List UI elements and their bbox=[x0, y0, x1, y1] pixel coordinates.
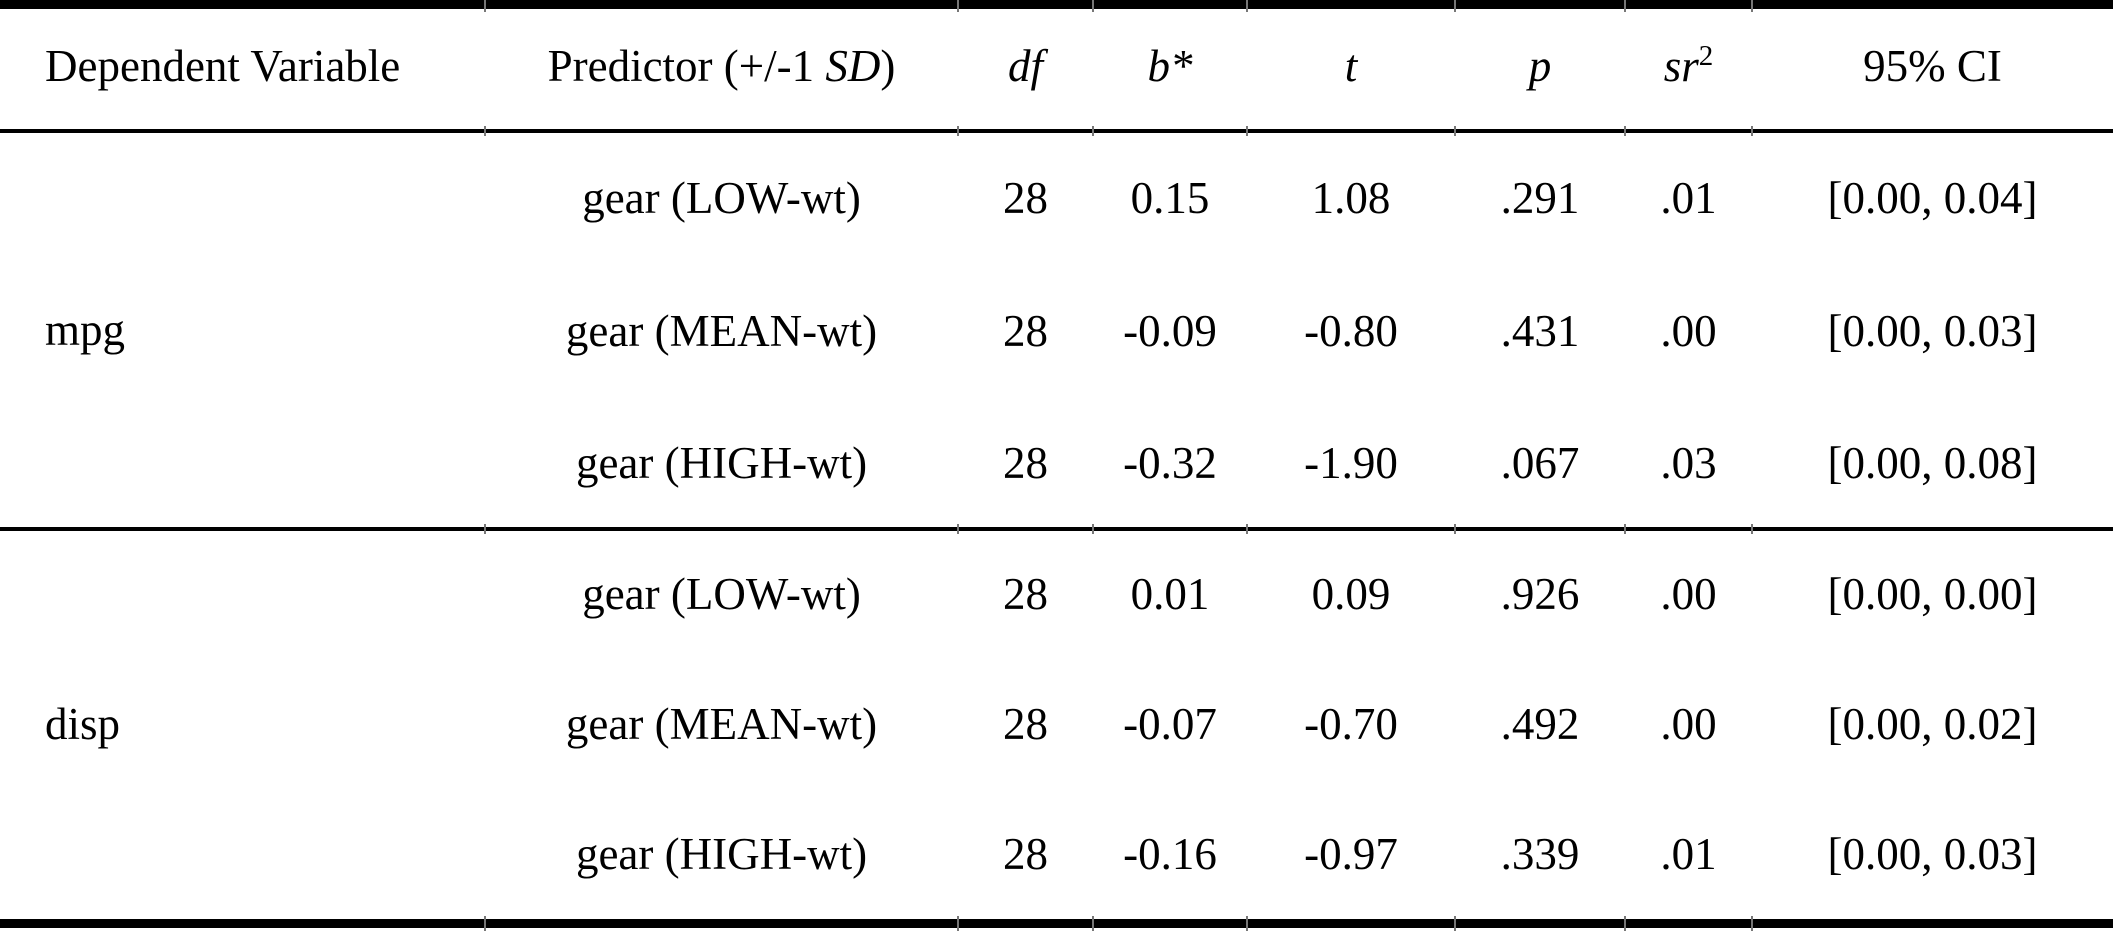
cell-b-star: -0.09 bbox=[1123, 305, 1217, 356]
column-boundary-tick bbox=[957, 126, 959, 136]
table-top-rule bbox=[0, 0, 2113, 9]
table-row: gear (HIGH-wt) 28 -0.32 -1.90 .067 .03 [… bbox=[0, 397, 2113, 529]
column-boundary-tick bbox=[484, 0, 486, 12]
column-boundary-tick bbox=[1092, 126, 1094, 136]
column-boundary-tick bbox=[1092, 524, 1094, 534]
cell-ci: [0.00, 0.03] bbox=[1827, 305, 2038, 356]
column-boundary-tick bbox=[1624, 916, 1626, 931]
cell-b-star: -0.07 bbox=[1123, 699, 1217, 749]
cell-b-star: -0.16 bbox=[1123, 829, 1217, 879]
table-row: gear (HIGH-wt) 28 -0.16 -0.97 .339 .01 [… bbox=[0, 789, 2113, 919]
column-boundary-tick bbox=[957, 524, 959, 534]
table-row: gear (MEAN-wt) 28 -0.07 -0.70 .492 .00 [… bbox=[0, 659, 2113, 789]
column-boundary-tick bbox=[1624, 126, 1626, 136]
column-boundary-tick bbox=[484, 524, 486, 534]
cell-df: 28 bbox=[1003, 438, 1048, 488]
cell-predictor: gear (HIGH-wt) bbox=[575, 438, 868, 488]
cell-df: 28 bbox=[1003, 172, 1048, 223]
column-boundary-tick bbox=[1454, 916, 1456, 931]
sr2-base: sr bbox=[1663, 40, 1699, 91]
cell-df: 28 bbox=[1003, 305, 1048, 356]
col-header-p: p bbox=[1528, 40, 1552, 91]
cell-sr2: .01 bbox=[1660, 172, 1717, 223]
cell-ci: [0.00, 0.03] bbox=[1827, 829, 2038, 879]
predictor-header-suffix: ) bbox=[880, 40, 896, 91]
cell-sr2: .00 bbox=[1660, 699, 1717, 749]
col-header-t: t bbox=[1344, 40, 1358, 91]
cell-ci: [0.00, 0.08] bbox=[1827, 438, 2038, 488]
header-row: Dependent Variable Predictor (+/-1 SD) d… bbox=[0, 0, 2113, 131]
group-divider-rule bbox=[0, 527, 2113, 531]
cell-dependent-variable-disp: disp bbox=[45, 699, 121, 749]
cell-df: 28 bbox=[1003, 699, 1048, 749]
column-boundary-tick bbox=[1454, 524, 1456, 534]
col-header-b-star: b* bbox=[1147, 40, 1193, 91]
column-boundary-tick bbox=[1624, 0, 1626, 12]
cell-ci: [0.00, 0.04] bbox=[1827, 172, 2038, 223]
cell-predictor: gear (LOW-wt) bbox=[582, 569, 861, 619]
column-boundary-tick bbox=[484, 916, 486, 931]
cell-predictor: gear (MEAN-wt) bbox=[565, 699, 878, 749]
cell-t: -1.90 bbox=[1304, 438, 1398, 488]
column-boundary-tick bbox=[1751, 916, 1753, 931]
cell-t: 1.08 bbox=[1311, 172, 1391, 223]
column-boundary-tick bbox=[1246, 0, 1248, 12]
predictor-header-text: Predictor (+/-1 bbox=[547, 40, 826, 91]
cell-p: .431 bbox=[1500, 305, 1580, 356]
header-bottom-rule bbox=[0, 129, 2113, 133]
column-boundary-tick bbox=[1246, 126, 1248, 136]
cell-p: .067 bbox=[1500, 438, 1580, 488]
table-bottom-rule bbox=[0, 919, 2113, 928]
table-row: gear (MEAN-wt) 28 -0.09 -0.80 .431 .00 [… bbox=[0, 264, 2113, 397]
cell-p: .926 bbox=[1500, 569, 1580, 619]
column-boundary-tick bbox=[484, 126, 486, 136]
cell-t: -0.97 bbox=[1304, 829, 1398, 879]
cell-p: .339 bbox=[1500, 829, 1580, 879]
cell-ci: [0.00, 0.00] bbox=[1827, 569, 2038, 619]
col-header-sr2: sr2 bbox=[1625, 0, 1752, 131]
col-header-dependent-variable: Dependent Variable bbox=[45, 40, 401, 91]
column-boundary-tick bbox=[1246, 524, 1248, 534]
cell-df: 28 bbox=[1003, 569, 1048, 619]
cell-df: 28 bbox=[1003, 829, 1048, 879]
column-boundary-tick bbox=[1751, 0, 1753, 12]
column-boundary-tick bbox=[1246, 916, 1248, 931]
table-row: disp gear (LOW-wt) 28 0.01 0.09 .926 .00… bbox=[0, 529, 2113, 749]
cell-p: .492 bbox=[1500, 699, 1580, 749]
column-boundary-tick bbox=[1454, 126, 1456, 136]
sr2-exponent: 2 bbox=[1698, 39, 1714, 72]
cell-t: 0.09 bbox=[1311, 569, 1391, 619]
cell-t: -0.80 bbox=[1304, 305, 1398, 356]
col-header-predictor: Predictor (+/-1 SD) bbox=[485, 0, 958, 131]
cell-dependent-variable-mpg: mpg bbox=[45, 305, 126, 355]
cell-predictor: gear (LOW-wt) bbox=[582, 172, 861, 223]
table-row: mpg gear (LOW-wt) 28 0.15 1.08 .291 .01 … bbox=[0, 131, 2113, 356]
column-boundary-tick bbox=[957, 916, 959, 931]
cell-b-star: 0.01 bbox=[1130, 569, 1210, 619]
column-boundary-tick bbox=[957, 0, 959, 12]
col-header-ci: 95% CI bbox=[1863, 40, 2002, 91]
cell-sr2: .00 bbox=[1660, 569, 1717, 619]
column-boundary-tick bbox=[1751, 524, 1753, 534]
cell-sr2: .00 bbox=[1660, 305, 1717, 356]
column-boundary-tick bbox=[1624, 524, 1626, 534]
cell-t: -0.70 bbox=[1304, 699, 1398, 749]
cell-ci: [0.00, 0.02] bbox=[1827, 699, 2038, 749]
predictor-header-sd: SD bbox=[825, 40, 881, 91]
cell-sr2: .03 bbox=[1660, 438, 1717, 488]
cell-sr2: .01 bbox=[1660, 829, 1717, 879]
column-boundary-tick bbox=[1092, 916, 1094, 931]
column-boundary-tick bbox=[1092, 0, 1094, 12]
cell-p: .291 bbox=[1500, 172, 1580, 223]
cell-predictor: gear (HIGH-wt) bbox=[575, 829, 868, 879]
cell-b-star: 0.15 bbox=[1130, 172, 1210, 223]
cell-predictor: gear (MEAN-wt) bbox=[565, 305, 878, 356]
column-boundary-tick bbox=[1454, 0, 1456, 12]
column-boundary-tick bbox=[1751, 126, 1753, 136]
cell-b-star: -0.32 bbox=[1123, 438, 1217, 488]
col-header-df: df bbox=[1007, 40, 1043, 91]
